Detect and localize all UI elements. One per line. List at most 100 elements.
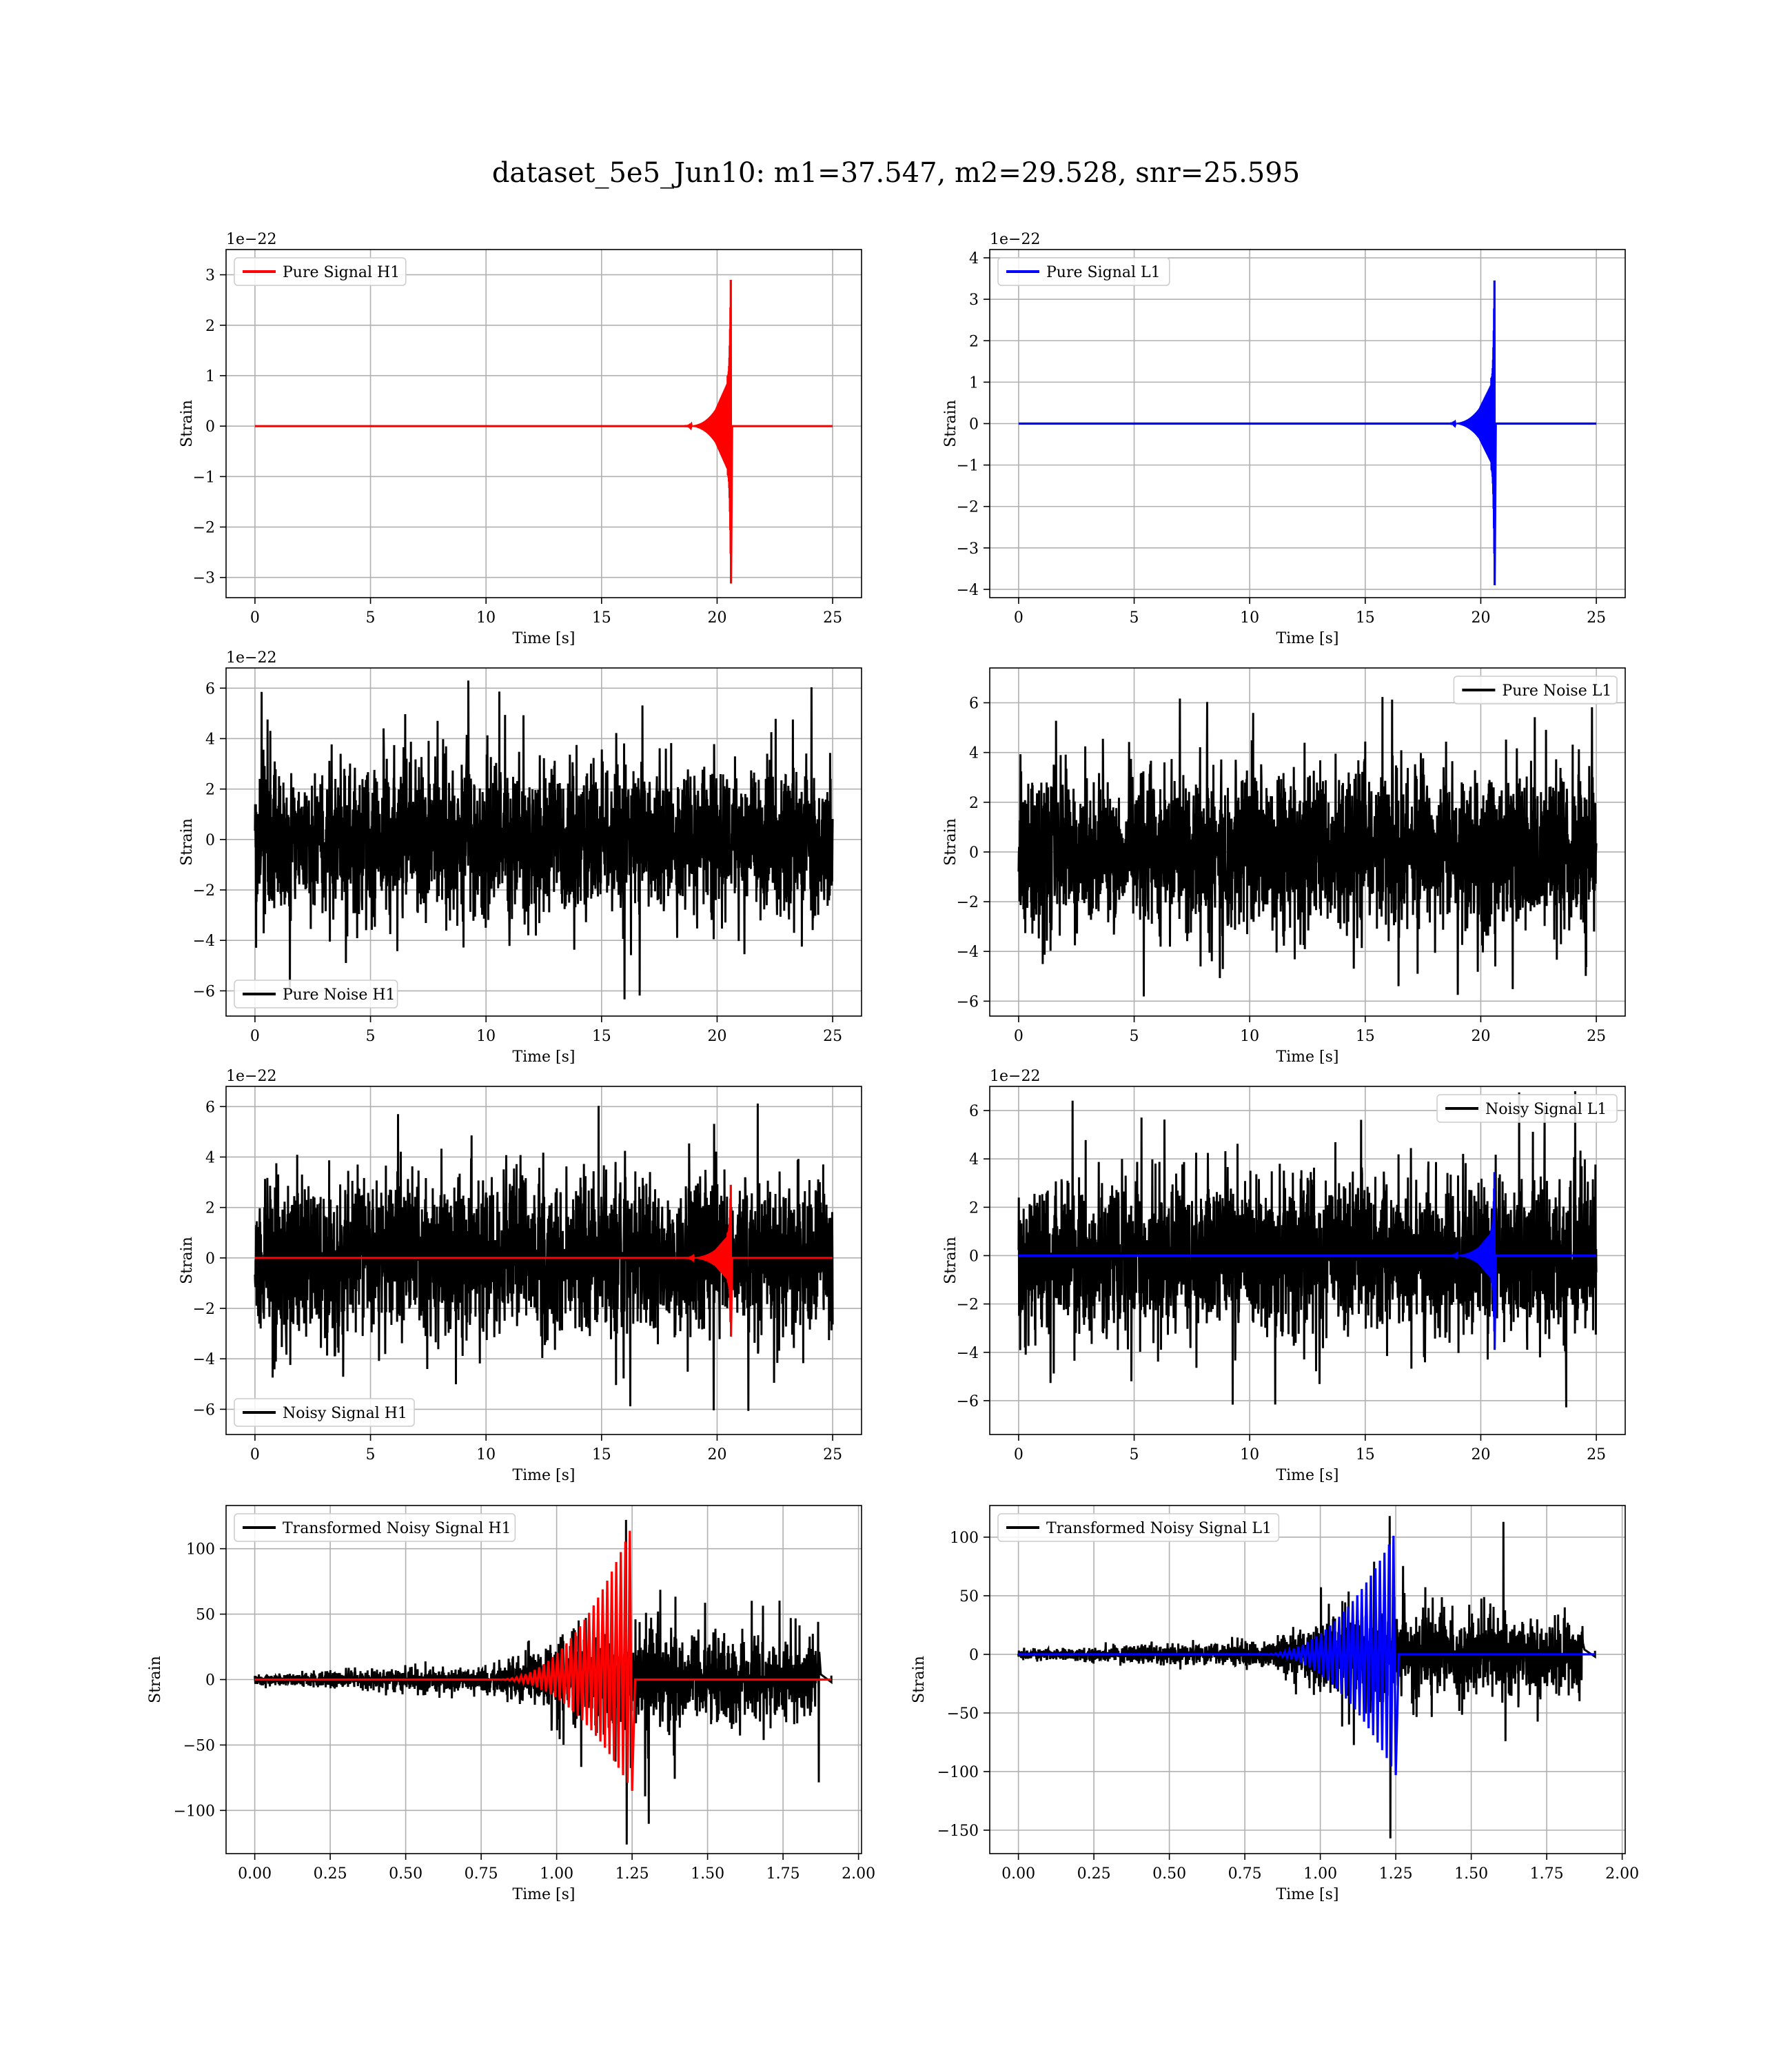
x-tick-label: 15 xyxy=(1356,1446,1375,1463)
series-group xyxy=(1017,1091,1598,1408)
legend-box xyxy=(234,257,407,286)
figure-title: dataset_5e5_Jun10: m1=37.547, m2=29.528,… xyxy=(491,157,1301,189)
axes-frame xyxy=(989,1086,1626,1435)
ticks: 0 5 10 15 20 25 −6 −4 −2 0 2 4 6 xyxy=(957,1103,1607,1463)
x-tick-label: 25 xyxy=(823,1446,842,1463)
y-tick-label: 4 xyxy=(969,1151,979,1168)
y-axis-label: Strain xyxy=(942,818,959,866)
y-tick-label: 100 xyxy=(950,1530,979,1547)
x-tick-label: 1.25 xyxy=(615,1865,649,1883)
y-tick-label: 4 xyxy=(205,1149,215,1166)
subplot-noisy-signal-l1: 0 5 10 15 20 25 −6 −4 −2 0 2 4 6 Time [s] Strain 1e−22 N… xyxy=(942,1068,1626,1484)
x-tick-label: 10 xyxy=(476,1446,496,1463)
plot-area: 0 5 10 15 20 25 −3 −2 −1 0 1 2 3 Time [s] Strain 1e−22 P… xyxy=(179,231,862,647)
y-tick-label: 3 xyxy=(205,267,215,285)
offset-label: 1e−22 xyxy=(990,1068,1040,1085)
legend: Pure Signal H1 xyxy=(234,257,407,286)
legend-label: Pure Noise L1 xyxy=(1502,682,1611,700)
y-tick-label: −2 xyxy=(957,1297,979,1314)
x-tick-label: 25 xyxy=(1587,609,1606,627)
y-tick-label: −100 xyxy=(174,1803,215,1820)
x-tick-label: 25 xyxy=(823,609,842,627)
plot-area: 0 5 10 15 20 25 −6 −4 −2 0 2 4 6 Time [s] Strain Pure N… xyxy=(942,667,1626,1066)
series-group xyxy=(254,680,834,1000)
y-tick-label: 6 xyxy=(205,1099,215,1116)
y-tick-label: −1 xyxy=(193,469,215,486)
x-tick-label: 20 xyxy=(707,609,726,627)
noise-line xyxy=(1017,697,1598,997)
grid xyxy=(226,250,862,598)
x-tick-label: 20 xyxy=(707,1028,726,1045)
x-tick-label: 1.00 xyxy=(1303,1865,1337,1883)
x-axis-label: Time [s] xyxy=(1276,1467,1338,1484)
y-tick-label: −4 xyxy=(193,933,215,950)
y-axis-label: Strain xyxy=(179,818,196,866)
y-axis-label: Strain xyxy=(179,1237,196,1284)
y-tick-label: −6 xyxy=(957,993,979,1011)
axes-frame xyxy=(989,1505,1626,1854)
x-tick-label: 2.00 xyxy=(1605,1865,1639,1883)
series-group xyxy=(1018,280,1597,586)
y-axis-label: Strain xyxy=(942,400,959,447)
y-axis-label: Strain xyxy=(910,1656,928,1703)
y-tick-label: −2 xyxy=(957,894,979,911)
y-tick-label: −4 xyxy=(957,1345,979,1362)
x-tick-label: 20 xyxy=(1471,1446,1490,1463)
y-tick-label: −6 xyxy=(193,1401,215,1419)
x-tick-label: 0 xyxy=(250,1446,260,1463)
y-tick-label: 4 xyxy=(205,731,215,748)
axes-frame xyxy=(225,1086,862,1435)
x-tick-label: 1.75 xyxy=(1530,1865,1564,1883)
y-tick-label: −6 xyxy=(957,1393,979,1410)
x-tick-label: 1.50 xyxy=(1454,1865,1488,1883)
signal-line xyxy=(1018,1535,1596,1776)
signal-line xyxy=(1018,280,1597,586)
noise-line xyxy=(254,680,834,1000)
subplot-pure-signal-l1: 0 5 10 15 20 25 −4 −3 −2 −1 0 1 2 3 4 Time [s] Strain 1e−… xyxy=(942,231,1626,647)
legend: Noisy Signal L1 xyxy=(1436,1094,1618,1123)
legend: Pure Noise H1 xyxy=(234,980,398,1008)
y-tick-label: −3 xyxy=(193,570,215,587)
plot-area: 0 5 10 15 20 25 −4 −3 −2 −1 0 1 2 3 4 Time [s] Strain 1e−… xyxy=(942,231,1626,647)
y-tick-label: 50 xyxy=(959,1588,979,1605)
y-tick-label: −3 xyxy=(957,540,979,558)
y-tick-label: 2 xyxy=(969,333,979,350)
x-tick-label: 5 xyxy=(366,1446,376,1463)
series-group xyxy=(254,1103,834,1411)
x-tick-label: 0.25 xyxy=(314,1865,347,1883)
legend: Transformed Noisy Signal L1 xyxy=(997,1513,1280,1542)
y-tick-label: 6 xyxy=(205,680,215,698)
y-tick-label: 100 xyxy=(186,1541,215,1559)
x-tick-label: 0.50 xyxy=(389,1865,422,1883)
x-axis-label: Time [s] xyxy=(512,1886,575,1903)
series-group xyxy=(254,1519,833,1845)
x-tick-label: 25 xyxy=(1587,1028,1606,1045)
y-tick-label: 4 xyxy=(969,250,979,267)
legend: Transformed Noisy Signal H1 xyxy=(234,1513,516,1542)
legend-box xyxy=(234,980,398,1008)
x-tick-label: 0.50 xyxy=(1152,1865,1186,1883)
y-tick-label: 2 xyxy=(205,318,215,335)
series-group xyxy=(1017,1516,1596,1838)
x-tick-label: 15 xyxy=(592,1028,611,1045)
y-tick-label: −50 xyxy=(183,1737,215,1754)
y-tick-label: 4 xyxy=(969,745,979,762)
x-tick-label: 1.25 xyxy=(1379,1865,1413,1883)
x-tick-label: 5 xyxy=(1130,609,1139,627)
legend-box xyxy=(234,1398,415,1427)
plot-area: 0 5 10 15 20 25 −6 −4 −2 0 2 4 6 Time [s] Strain 1e−22 N… xyxy=(179,1068,862,1484)
subplot-pure-noise-h1: 0 5 10 15 20 25 −6 −4 −2 0 2 4 6 Time [s] Strain 1e−22 P… xyxy=(179,649,862,1066)
x-tick-label: 2.00 xyxy=(842,1865,875,1883)
x-tick-label: 15 xyxy=(592,1446,611,1463)
legend: Pure Signal L1 xyxy=(997,257,1170,286)
x-tick-label: 1.75 xyxy=(766,1865,800,1883)
y-tick-label: 0 xyxy=(205,1250,215,1268)
y-tick-label: −2 xyxy=(193,520,215,537)
grid xyxy=(226,1506,862,1854)
noise-line xyxy=(1017,1091,1598,1408)
x-axis-label: Time [s] xyxy=(1276,1886,1338,1903)
y-tick-label: −50 xyxy=(947,1705,979,1723)
series-group xyxy=(1017,697,1598,997)
signal-line xyxy=(254,1530,832,1791)
